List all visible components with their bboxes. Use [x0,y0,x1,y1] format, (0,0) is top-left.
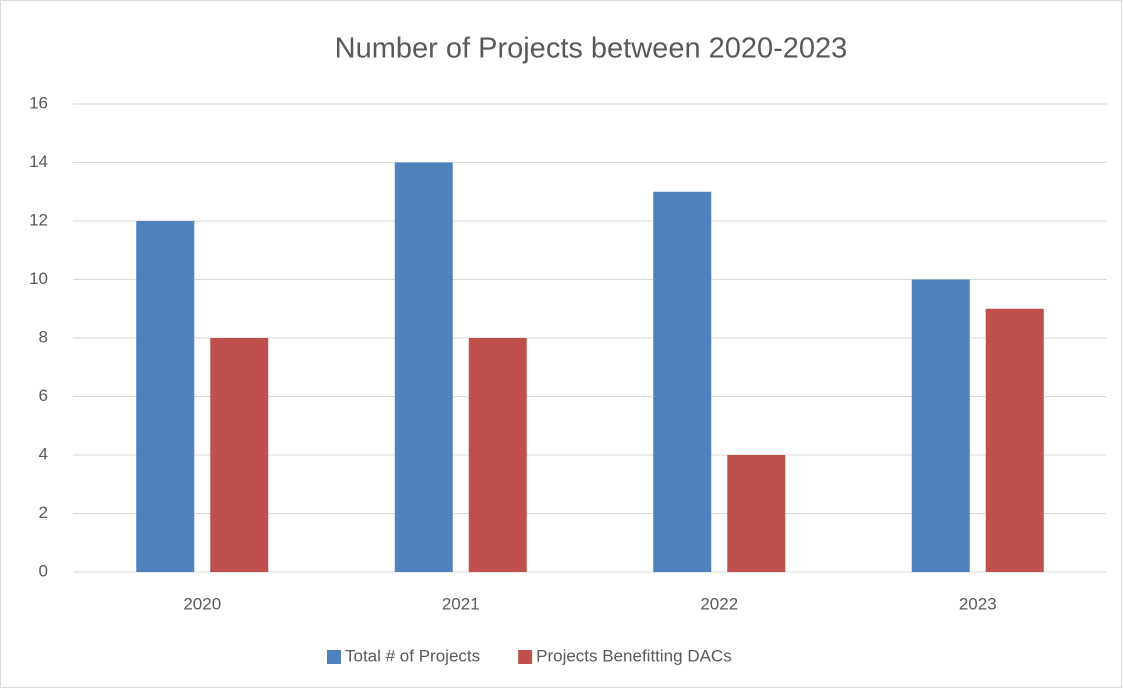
x-tick-label: 2023 [959,594,997,613]
y-tick-label: 2 [39,503,48,522]
bar [136,221,195,572]
legend-swatch [327,650,341,664]
legend-swatch [518,650,533,664]
bar [911,279,970,572]
bar [468,338,527,572]
y-tick-label: 16 [29,93,48,112]
y-tick-label: 14 [29,152,48,171]
bar [985,308,1044,572]
y-tick-label: 10 [29,269,48,288]
y-tick-label: 8 [39,327,48,346]
legend-label: Total # of Projects [345,646,480,665]
x-tick-label: 2020 [183,594,221,613]
y-tick-label: 0 [39,561,48,580]
bar [653,191,712,572]
y-tick-label: 4 [39,444,48,463]
y-tick-label: 6 [39,386,48,405]
chart-title: Number of Projects between 2020-2023 [335,33,848,65]
bar [394,162,453,572]
x-tick-label: 2021 [442,594,480,613]
legend-label: Projects Benefitting DACs [536,646,732,665]
y-tick-label: 12 [29,210,48,229]
bar [727,455,786,572]
bar [210,338,269,572]
x-tick-label: 2022 [700,594,738,613]
